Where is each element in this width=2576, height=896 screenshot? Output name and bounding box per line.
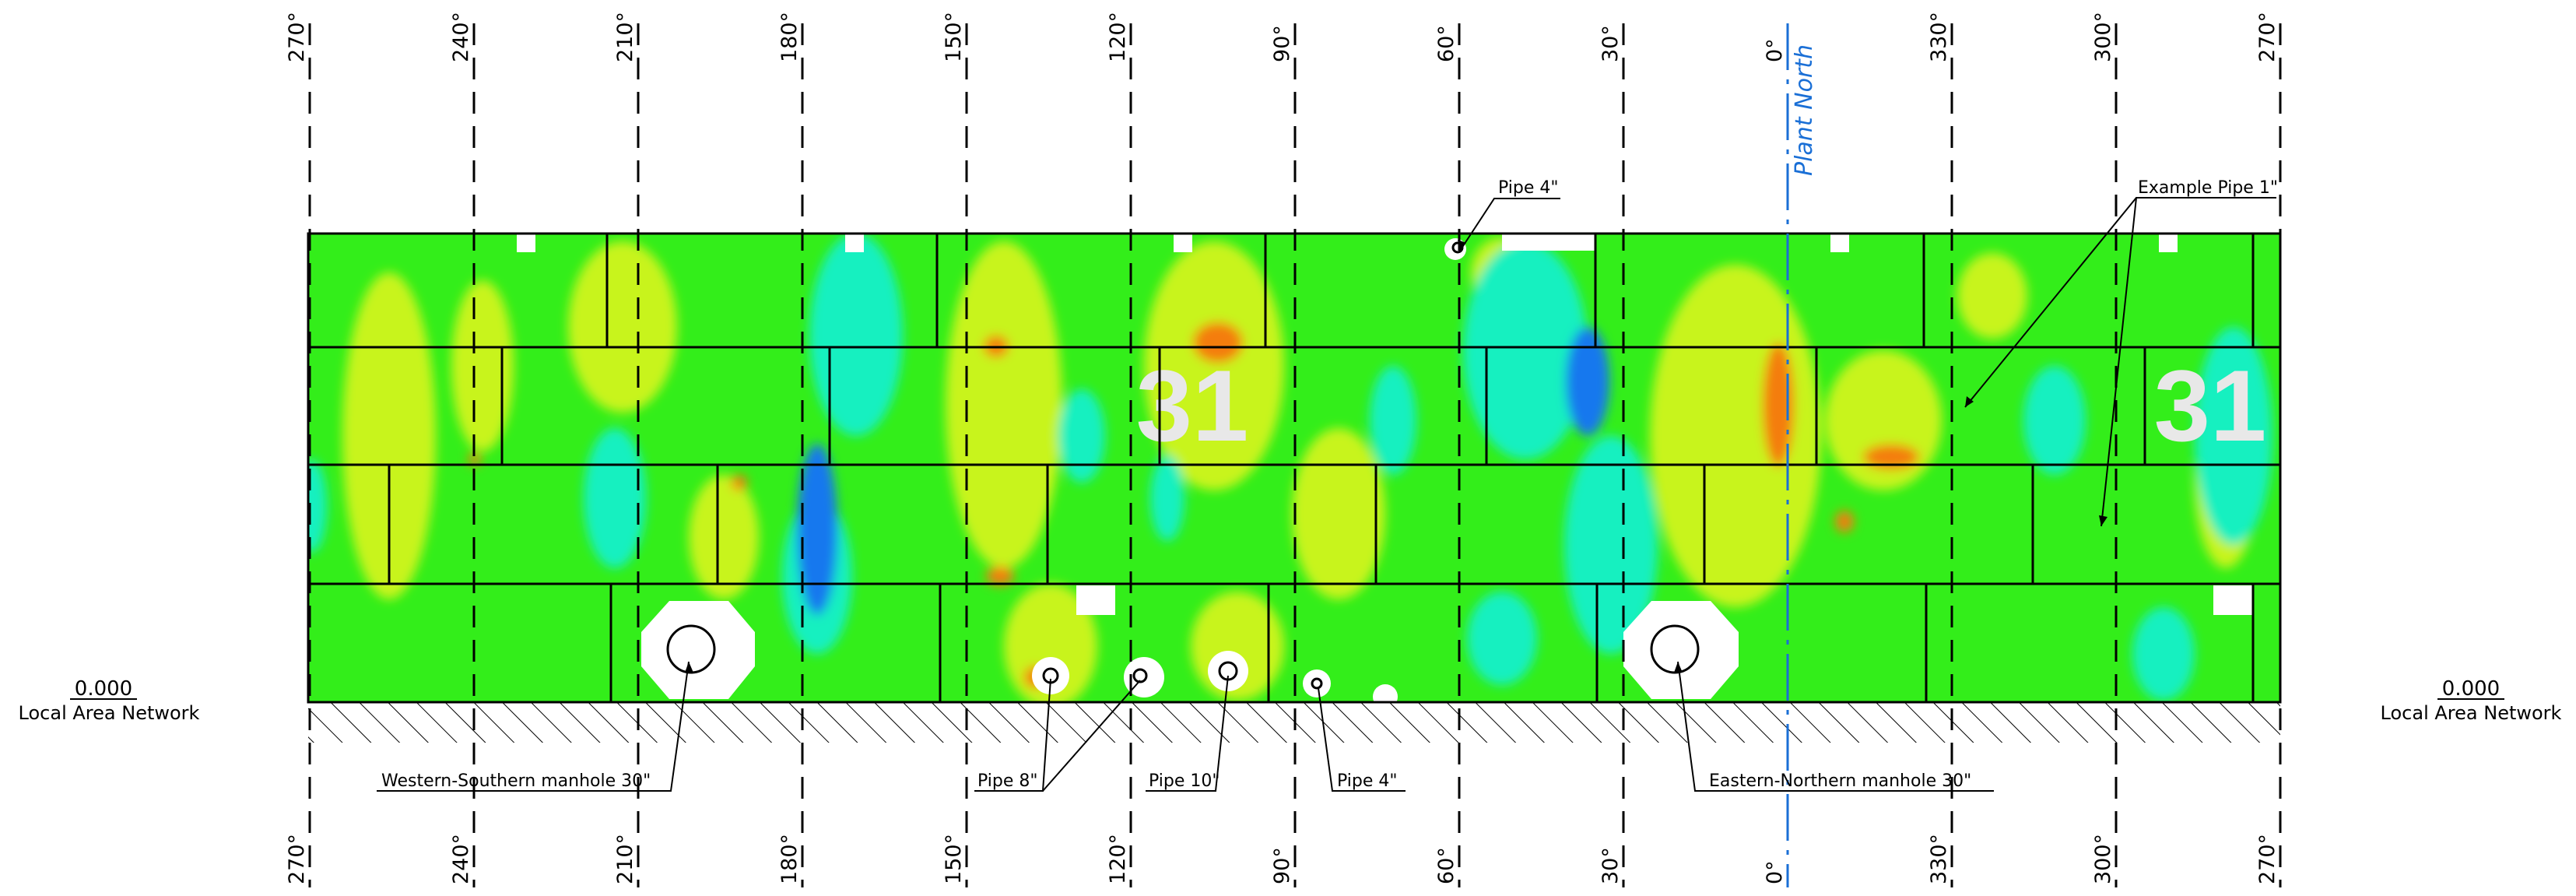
angle-bottom-150: 150° [942, 834, 966, 884]
angle-bottom-60: 60° [1434, 847, 1458, 884]
callout-eastern-manhole: Eastern-Northern manhole 30" [1709, 771, 1971, 791]
callout-western-manhole: Western-Southern manhole 30" [381, 771, 651, 791]
angle-bottom-0: 0° [1763, 860, 1787, 884]
angle-top-60: 60° [1434, 25, 1458, 62]
callout-pipe-4-bottom: Pipe 4" [1337, 771, 1398, 791]
angle-grid-lines [308, 23, 2282, 887]
elevation-marker-left: 0.000 Local Area Network [19, 677, 200, 724]
angle-bottom-90: 90° [1270, 847, 1294, 884]
callout-leaders [377, 197, 2276, 792]
angle-labels-bottom: 270° 240° 210° 180° 150° 120° 90° 60° 30… [285, 834, 2279, 884]
angle-top-270b: 270° [2255, 12, 2279, 62]
pipe-8b-symbol [1132, 668, 1148, 683]
angle-bottom-270a: 270° [285, 834, 309, 884]
tank-marking-right: 31 [2154, 349, 2267, 462]
angle-bottom-240: 240° [449, 834, 473, 884]
corrosion-contour-map [308, 234, 2280, 702]
elevation-left-value: 0.000 [75, 677, 132, 701]
angle-bottom-330: 330° [1927, 834, 1951, 884]
callout-arrowheads [685, 240, 2107, 673]
angle-top-330: 330° [1927, 12, 1951, 62]
elevation-right-label: Local Area Network [2381, 702, 2562, 724]
elevation-right-value: 0.000 [2442, 677, 2500, 701]
angle-top-300: 300° [2091, 12, 2115, 62]
angle-bottom-180: 180° [777, 834, 802, 884]
callout-pipe-8: Pipe 8" [977, 771, 1038, 791]
elevation-marker-right: 0.000 Local Area Network [2381, 677, 2562, 724]
callout-example-pipe: Example Pipe 1" [2138, 178, 2278, 198]
plant-north-label: Plant North [1791, 44, 1818, 176]
angle-top-90: 90° [1270, 25, 1294, 62]
angle-top-210: 210° [613, 12, 637, 62]
angle-top-180: 180° [777, 12, 802, 62]
pipe-4-bottom-symbol [1311, 677, 1323, 690]
tank-marking-left: 31 [1136, 349, 1249, 462]
angle-bottom-30: 30° [1599, 847, 1623, 884]
angle-labels-top: 270° 240° 210° 180° 150° 120° 90° 60° 30… [285, 12, 2279, 62]
angle-top-270a: 270° [285, 12, 309, 62]
elevation-left-label: Local Area Network [19, 702, 200, 724]
angle-bottom-120: 120° [1106, 834, 1130, 884]
angle-top-240: 240° [449, 12, 473, 62]
angle-top-30: 30° [1599, 25, 1623, 62]
callout-pipe-10: Pipe 10" [1149, 771, 1220, 791]
angle-top-0: 0° [1763, 38, 1787, 62]
angle-bottom-210: 210° [613, 834, 637, 884]
angle-bottom-270b: 270° [2255, 834, 2279, 884]
angle-top-120: 120° [1106, 12, 1130, 62]
angle-bottom-300: 300° [2091, 834, 2115, 884]
angle-top-150: 150° [942, 12, 966, 62]
callout-pipe-4-top: Pipe 4" [1498, 178, 1559, 198]
